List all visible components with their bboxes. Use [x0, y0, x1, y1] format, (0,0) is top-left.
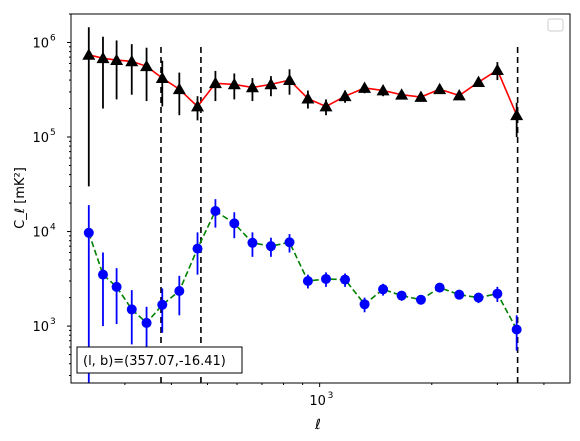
data-point — [510, 108, 524, 121]
y-tick-label: 10 — [32, 320, 49, 335]
data-point — [283, 73, 297, 85]
data-point — [191, 100, 205, 112]
data-point — [141, 317, 152, 328]
data-point — [111, 281, 122, 292]
data-point — [192, 243, 203, 254]
data-point — [301, 92, 315, 104]
axes-frame — [70, 13, 571, 384]
data-point — [396, 290, 407, 301]
data-point — [82, 48, 96, 60]
y-tick-label: 10 — [32, 36, 49, 51]
series-2 — [83, 199, 522, 383]
y-tick-exponent: 3 — [50, 317, 56, 327]
data-point — [157, 299, 168, 310]
data-point — [492, 288, 503, 299]
legend-box — [547, 18, 564, 32]
data-point — [358, 81, 372, 93]
ticks: 10 310 410 510 610 3 — [32, 13, 545, 409]
data-point — [245, 80, 259, 93]
data-point — [83, 227, 94, 238]
data-point — [359, 299, 370, 310]
y-axis-label: C_ℓ [mK²] — [13, 167, 28, 229]
annotation-text: (l, b)=(357.07,-16.41) — [83, 354, 226, 369]
plot-area — [82, 27, 524, 383]
data-point — [96, 51, 110, 64]
data-point — [174, 286, 185, 297]
y-tick-label: 10 — [32, 131, 49, 146]
data-point — [126, 304, 137, 315]
y-tick-exponent: 4 — [50, 223, 56, 233]
data-point — [454, 289, 465, 300]
data-point — [414, 90, 428, 102]
data-point — [452, 88, 466, 101]
data-point — [395, 88, 409, 100]
data-point — [125, 54, 139, 67]
data-point — [284, 237, 295, 248]
data-point — [155, 71, 169, 83]
x-axis-label: ℓ — [314, 417, 321, 433]
y-tick-exponent: 6 — [50, 33, 56, 43]
data-point — [511, 324, 522, 335]
x-tick-exponent: 3 — [328, 391, 334, 401]
data-point — [247, 237, 258, 248]
x-tick-label: 10 — [309, 394, 326, 409]
series-1 — [82, 27, 524, 187]
data-point — [340, 274, 351, 285]
data-point — [378, 284, 389, 295]
data-point — [264, 77, 278, 90]
data-point — [140, 59, 154, 72]
data-point — [208, 76, 222, 89]
data-point — [110, 53, 124, 66]
data-point — [319, 100, 333, 112]
data-point — [490, 63, 504, 75]
data-point — [227, 77, 241, 90]
y-tick-label: 10 — [32, 226, 49, 241]
data-point — [172, 82, 186, 95]
data-point — [376, 84, 390, 96]
data-point — [338, 89, 352, 102]
data-point — [415, 294, 426, 305]
data-point — [472, 75, 486, 88]
data-point — [97, 269, 108, 280]
data-point — [302, 275, 313, 286]
y-tick-exponent: 5 — [50, 128, 56, 138]
data-point — [210, 205, 221, 216]
data-point — [265, 241, 276, 252]
annotation-box: (l, b)=(357.07,-16.41) — [76, 346, 243, 374]
data-point — [229, 218, 240, 229]
data-point — [433, 82, 447, 95]
data-point — [434, 282, 445, 293]
data-point — [473, 292, 484, 303]
data-point — [320, 273, 331, 284]
